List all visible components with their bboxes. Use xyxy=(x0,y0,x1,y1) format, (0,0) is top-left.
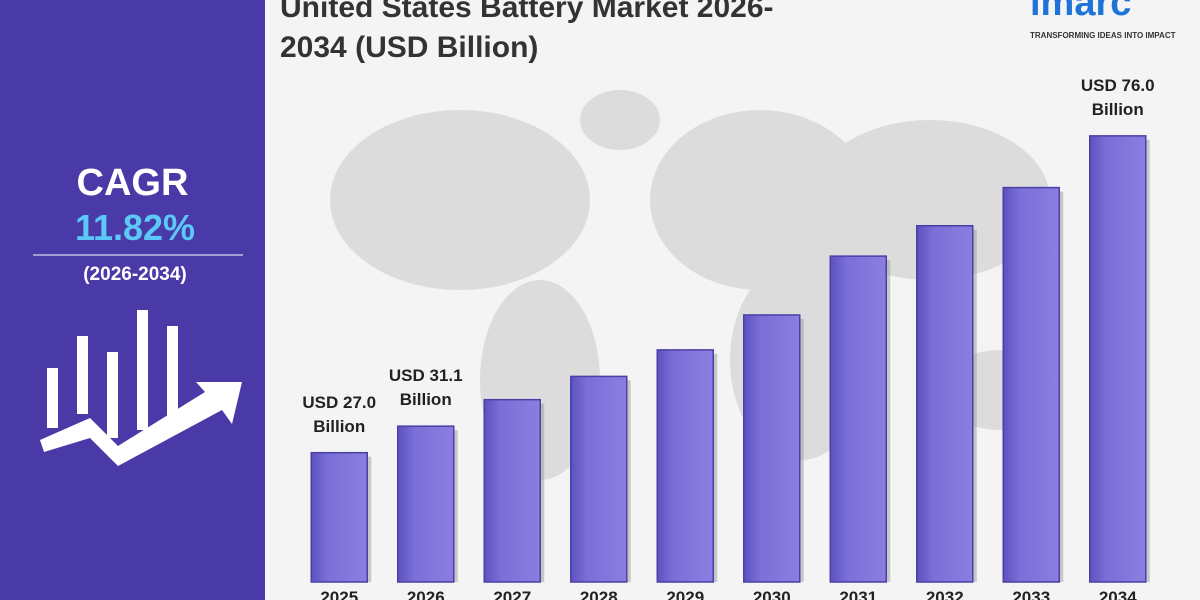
bar xyxy=(570,375,628,583)
bar xyxy=(1002,186,1060,583)
sidebar xyxy=(0,0,265,600)
x-tick-label: 2029 xyxy=(666,588,705,600)
x-tick-label: 2034 xyxy=(1098,588,1137,600)
cagr-label: CAGR xyxy=(76,162,189,204)
bar xyxy=(916,224,974,583)
x-tick-label: 2025 xyxy=(320,588,359,600)
x-tick-label: 2033 xyxy=(1012,588,1051,600)
bar xyxy=(743,314,801,583)
x-tick-label: 2031 xyxy=(839,588,878,600)
x-tick-label: 2028 xyxy=(579,588,618,600)
x-tick-label: 2030 xyxy=(752,588,791,600)
x-tick-label: 2027 xyxy=(493,588,532,600)
value-label: USD 31.1 Billion xyxy=(388,366,463,410)
logo: imarc xyxy=(1030,0,1132,24)
bar xyxy=(656,349,714,583)
cagr-period: (2026-2034) xyxy=(83,264,187,285)
cagr-rate: 11.82% xyxy=(74,207,196,248)
value-label: USD 27.0 Billion xyxy=(302,392,377,436)
logo-tagline: TRANSFORMING IDEAS INTO IMPACT xyxy=(1030,31,1176,40)
growth-icon xyxy=(40,310,242,466)
bar xyxy=(483,398,541,583)
bar xyxy=(397,425,455,583)
bar xyxy=(310,451,368,583)
bar xyxy=(1089,135,1147,583)
chart-title: United States Battery Market 2026-2034 (… xyxy=(280,0,774,64)
bar xyxy=(829,255,887,583)
value-label: USD 76.0 Billion xyxy=(1080,75,1155,119)
x-tick-label: 2026 xyxy=(406,588,445,600)
x-tick-label: 2032 xyxy=(925,588,964,600)
